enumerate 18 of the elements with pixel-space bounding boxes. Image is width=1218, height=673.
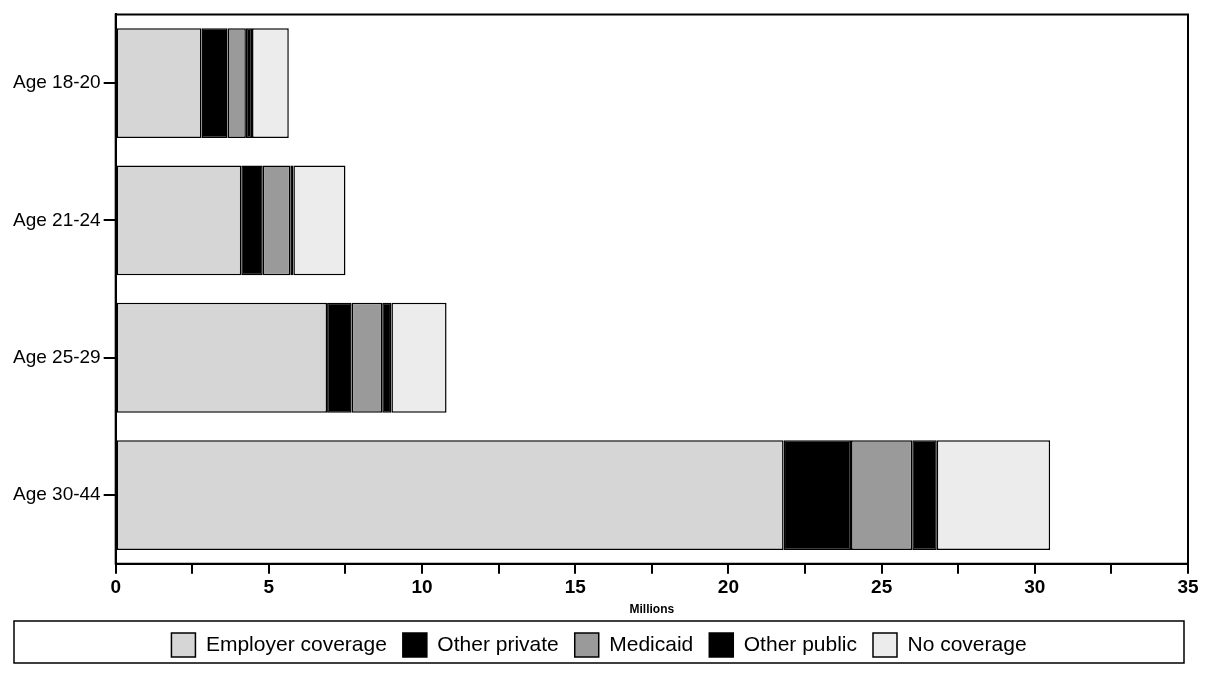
x-tick-label: 0 — [110, 576, 121, 598]
x-tick-label: 15 — [564, 576, 587, 598]
x-tick-label: 20 — [717, 576, 739, 598]
x-tick-label: 35 — [1177, 576, 1199, 598]
x-tick-label: 5 — [263, 576, 275, 598]
legend-label: No coverage — [907, 631, 1027, 655]
legend-label: Other public — [743, 631, 858, 655]
y-tick-label: Age 30-44 — [12, 483, 102, 505]
x-tick-label: 30 — [1024, 576, 1046, 598]
x-axis-title: Millions — [629, 602, 675, 617]
x-tick-label: 10 — [411, 576, 433, 598]
y-tick-label: Age 18-20 — [12, 71, 101, 93]
legend-label: Other private — [437, 631, 559, 655]
x-tick-label: 25 — [871, 576, 893, 598]
y-tick-label: Age 25-29 — [12, 346, 101, 368]
y-tick-label: Age 21-24 — [12, 208, 102, 230]
legend-label: Employer coverage — [205, 631, 387, 655]
legend-label: Medicaid — [609, 631, 694, 655]
